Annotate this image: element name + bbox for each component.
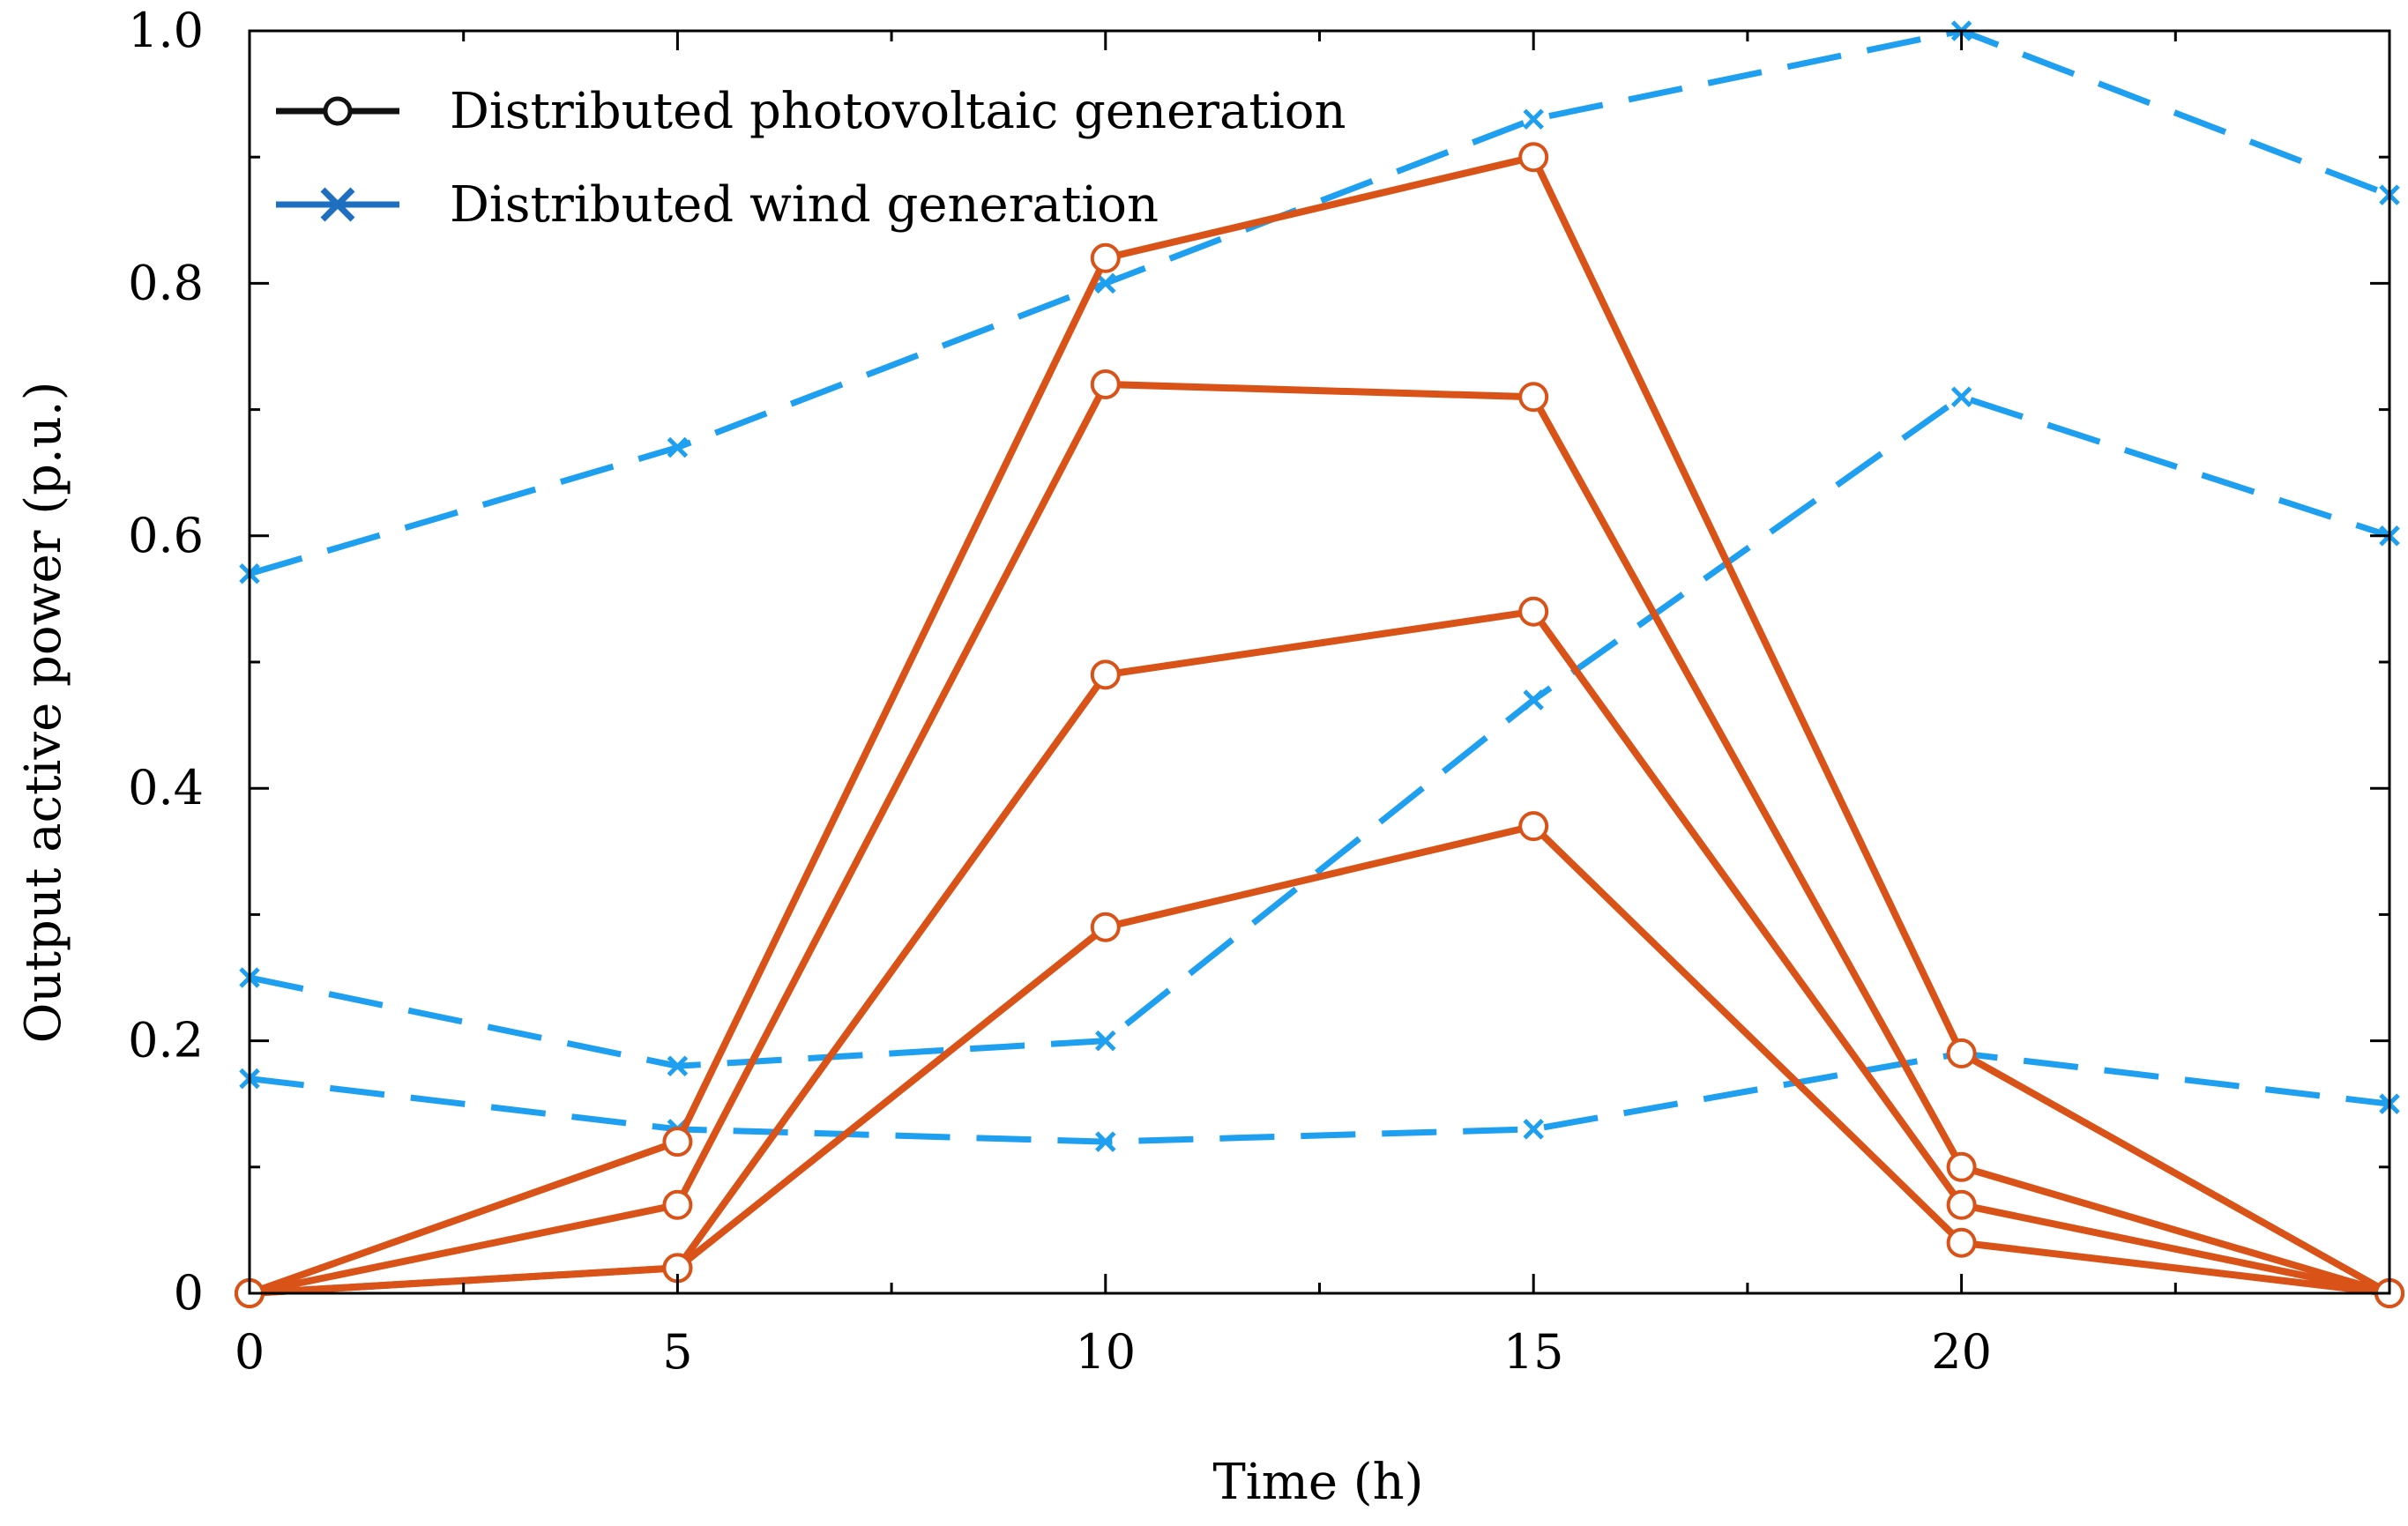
y-tick-label: 0 <box>174 1265 204 1321</box>
legend-label: Distributed wind generation <box>450 176 1159 234</box>
point-marker <box>1090 242 1121 273</box>
series-line-wind-1 <box>249 27 2391 577</box>
x-tick-label: 15 <box>1503 1324 1564 1380</box>
series-line-pv-1 <box>248 153 2391 1297</box>
point-marker <box>1518 811 1549 842</box>
series-line-pv-2 <box>249 380 2391 1297</box>
point-marker <box>1518 596 1549 627</box>
legend-marker <box>323 96 353 126</box>
point-marker <box>1095 1131 1116 1152</box>
point-marker <box>662 1127 693 1158</box>
legend-marker <box>320 187 355 222</box>
point-marker <box>1946 1151 1977 1182</box>
y-tick-label: 0.8 <box>128 255 204 310</box>
point-marker <box>1523 1119 1544 1140</box>
x-tick-label: 5 <box>662 1324 692 1380</box>
series-layer <box>235 20 2404 1308</box>
point-marker <box>1518 142 1549 173</box>
point-marker <box>1523 689 1544 711</box>
legend-item: Distributed photovoltaic generation <box>276 83 1346 140</box>
legend-item: Distributed wind generation <box>276 176 1159 234</box>
point-marker <box>662 1189 693 1220</box>
y-tick-label: 0.6 <box>128 508 204 563</box>
axis-ticks <box>248 29 2389 1295</box>
point-marker <box>1523 108 1544 130</box>
series-wind-3 <box>239 1043 2400 1152</box>
series-line-pv-3 <box>249 607 2390 1297</box>
series-line-pv-4 <box>249 823 2390 1297</box>
point-marker <box>1946 1038 1977 1068</box>
series-pv-1 <box>235 142 2404 1308</box>
series-pv-2 <box>235 368 2404 1308</box>
y-axis-title: Output active power (p.u.) <box>15 382 72 1044</box>
series-wind-2 <box>239 386 2400 1077</box>
point-marker <box>667 1055 689 1077</box>
point-marker <box>1090 659 1121 690</box>
x-tick-label: 10 <box>1075 1324 1136 1380</box>
x-axis-title: Time (h) <box>1212 1454 1423 1511</box>
x-tick-label: 0 <box>235 1324 265 1380</box>
series-line-wind-2 <box>249 393 2391 1069</box>
point-marker <box>667 436 689 458</box>
point-marker <box>1090 912 1121 942</box>
legend-label: Distributed photovoltaic generation <box>450 83 1346 140</box>
point-marker <box>1518 382 1549 413</box>
point-marker <box>1946 1227 1977 1258</box>
y-tick-label: 0.4 <box>128 760 204 815</box>
point-marker <box>1095 1030 1116 1052</box>
point-marker <box>1090 368 1121 399</box>
point-marker <box>1095 272 1116 294</box>
tick-labels: 0 5 10 15 20 0 0.2 0.4 0.6 0.8 1.0 <box>128 3 1992 1380</box>
x-tick-label: 20 <box>1931 1324 1992 1380</box>
y-tick-label: 0.2 <box>128 1013 204 1068</box>
point-marker <box>1950 386 1972 408</box>
y-tick-label: 1.0 <box>128 3 204 58</box>
legend: Distributed photovoltaic generation Distr… <box>276 83 1346 234</box>
series-pv-4 <box>235 811 2404 1308</box>
series-line-wind-3 <box>249 1050 2390 1145</box>
point-marker <box>1946 1189 1977 1220</box>
